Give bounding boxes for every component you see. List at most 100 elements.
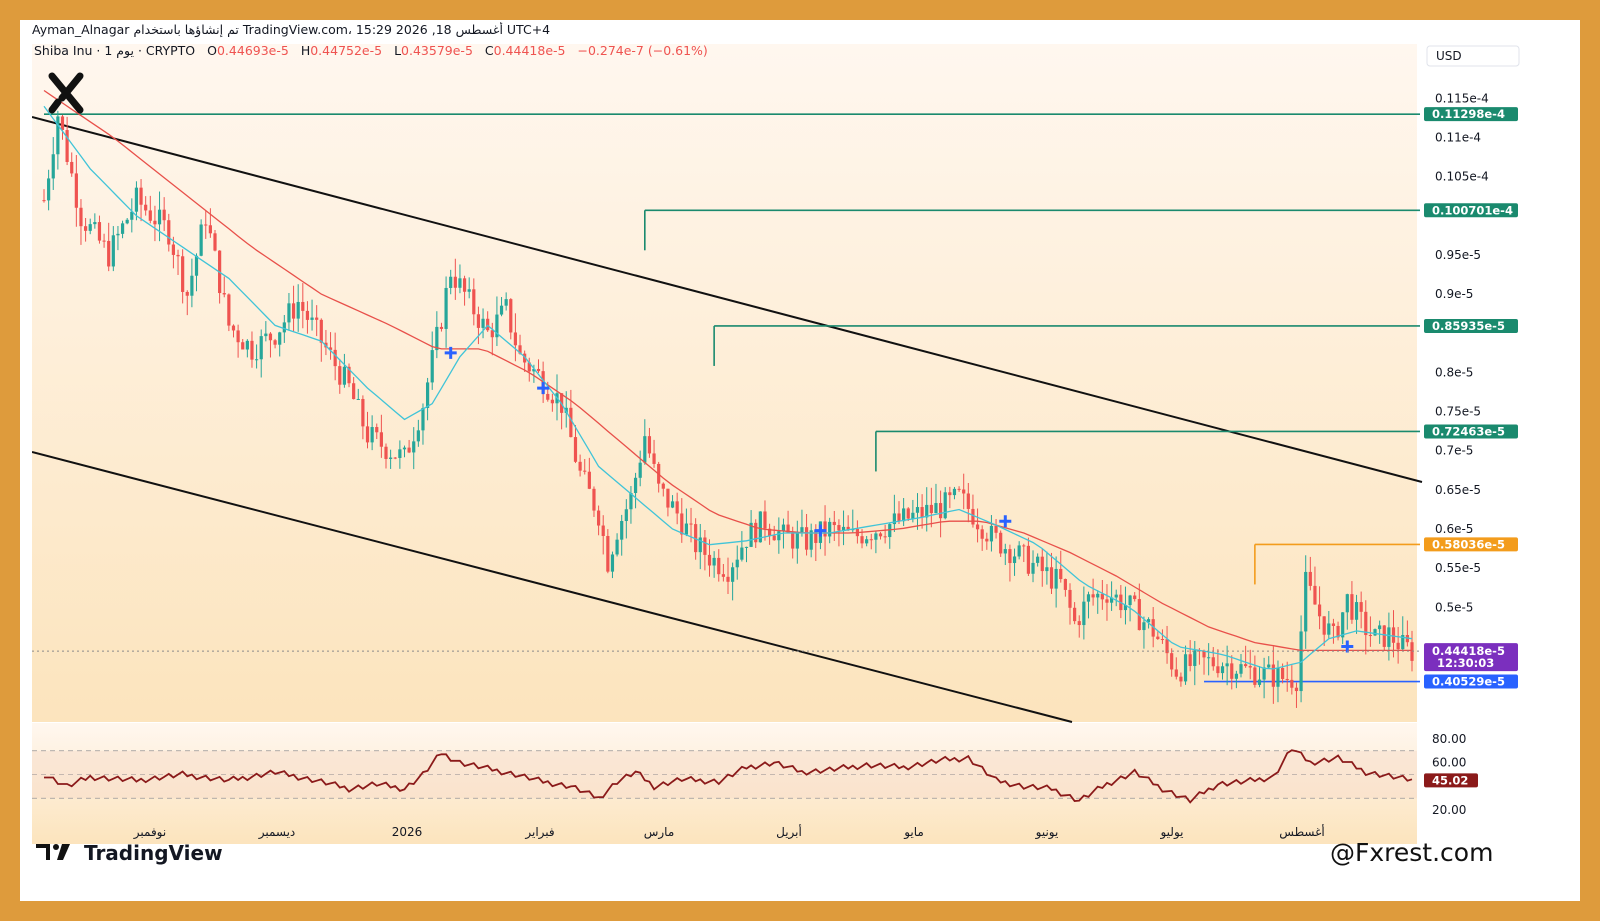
candle-body xyxy=(897,513,901,522)
candle-body xyxy=(315,317,319,320)
price-pane[interactable] xyxy=(32,44,1417,722)
candle-body xyxy=(310,317,314,320)
candle-body xyxy=(1207,657,1211,659)
candle-body xyxy=(694,524,698,553)
candle-body xyxy=(51,154,55,179)
candle-body xyxy=(874,533,878,540)
candle-body xyxy=(948,492,952,496)
candle-body xyxy=(1290,679,1294,688)
candle-body xyxy=(1308,571,1312,586)
candle-body xyxy=(241,342,245,350)
candle-body xyxy=(1401,635,1405,650)
low-value: 0.43579e-5 xyxy=(401,43,473,58)
candle-body xyxy=(985,538,989,542)
time-axis-label: أبريل xyxy=(776,824,802,840)
candle-body xyxy=(88,224,92,231)
candle-body xyxy=(1364,611,1368,636)
candle-body xyxy=(1105,599,1109,603)
candle-body xyxy=(453,276,457,288)
candle-body xyxy=(1280,667,1285,679)
candle-body xyxy=(675,501,679,514)
candle-body xyxy=(523,353,527,363)
candle-body xyxy=(393,457,397,459)
candle-body xyxy=(749,522,753,547)
candle-body xyxy=(384,446,388,459)
candle-body xyxy=(83,226,88,231)
candle-body xyxy=(1331,623,1336,626)
watermark: @Fxrest.com xyxy=(1330,838,1493,867)
rsi-pane[interactable] xyxy=(32,723,1417,844)
candle-body xyxy=(1294,687,1299,692)
candle-body xyxy=(726,576,730,582)
candle-body xyxy=(1179,676,1183,682)
candle-body xyxy=(670,501,675,508)
level-price-tag xyxy=(1424,537,1518,552)
candle-body xyxy=(1022,545,1026,547)
candle-body xyxy=(333,349,337,367)
candle-body xyxy=(181,256,185,292)
candle-body xyxy=(1387,627,1391,647)
candle-body xyxy=(1063,579,1067,590)
time-axis-label: مارس xyxy=(644,825,675,840)
candle-body xyxy=(795,532,799,549)
candle-body xyxy=(915,507,920,513)
candle-body xyxy=(430,350,434,383)
candle-body xyxy=(731,567,735,582)
currency-button[interactable] xyxy=(1426,45,1520,67)
time-axis-label: يونيو xyxy=(1035,825,1059,840)
candle-body xyxy=(1003,549,1007,554)
price-tick-label: 0.75e-5 xyxy=(1435,405,1481,419)
candle-body xyxy=(1336,625,1340,638)
price-scale[interactable] xyxy=(1417,44,1527,844)
channel-lower-line xyxy=(31,451,1073,723)
rsi-band-fill xyxy=(32,750,1417,799)
candle-body xyxy=(1096,593,1100,598)
candle-body xyxy=(1045,567,1049,572)
candle-body xyxy=(837,525,841,531)
candle-body xyxy=(828,521,832,537)
candle-body xyxy=(79,207,83,227)
candle-body xyxy=(139,187,143,205)
candle-body xyxy=(47,178,51,201)
candle-body xyxy=(550,399,554,404)
candle-body xyxy=(620,521,624,540)
candle-body xyxy=(1109,597,1114,603)
candle-body xyxy=(389,457,393,459)
level-price-label: 0.40529e-5 xyxy=(1432,675,1505,689)
candle-body xyxy=(162,209,166,221)
candle-body xyxy=(578,461,582,471)
candle-body xyxy=(144,204,148,211)
price-tick-label: 0.5e-5 xyxy=(1435,600,1473,614)
symbol-label: Shiba Inu · 1 يوم · CRYPTO xyxy=(34,43,195,59)
candle-body xyxy=(1350,594,1354,620)
rsi-value-tag xyxy=(1424,773,1478,788)
currency-label: USD xyxy=(1436,49,1462,63)
candle-body xyxy=(1036,556,1040,563)
candle-body xyxy=(1202,650,1206,658)
candle-body xyxy=(102,240,106,242)
candle-body xyxy=(1220,666,1225,674)
candle-body xyxy=(268,333,273,341)
candle-body xyxy=(1211,657,1215,667)
candle-body xyxy=(495,314,499,338)
price-chart[interactable]: Ayman_Alnagar تم إنشاؤها باستخدام Tradin… xyxy=(31,21,1572,872)
candle-body xyxy=(1146,619,1151,623)
candle-body xyxy=(758,511,762,543)
candle-body xyxy=(1244,664,1248,667)
price-tick-label: 0.6e-5 xyxy=(1435,522,1473,536)
candle-body xyxy=(1017,545,1021,557)
candle-body xyxy=(1239,664,1243,674)
candle-body xyxy=(398,449,402,458)
candle-body xyxy=(1068,589,1072,608)
candle-body xyxy=(282,322,286,333)
channel-upper-line xyxy=(31,116,1423,483)
candle-body xyxy=(1248,666,1252,668)
sma-fast-line xyxy=(43,105,1413,670)
candle-body xyxy=(804,527,809,550)
time-axis-label: يوليو xyxy=(1159,825,1183,840)
candle-body xyxy=(925,504,929,518)
candle-body xyxy=(754,522,758,543)
candle-body xyxy=(1345,594,1349,613)
candle-body xyxy=(1077,621,1081,626)
